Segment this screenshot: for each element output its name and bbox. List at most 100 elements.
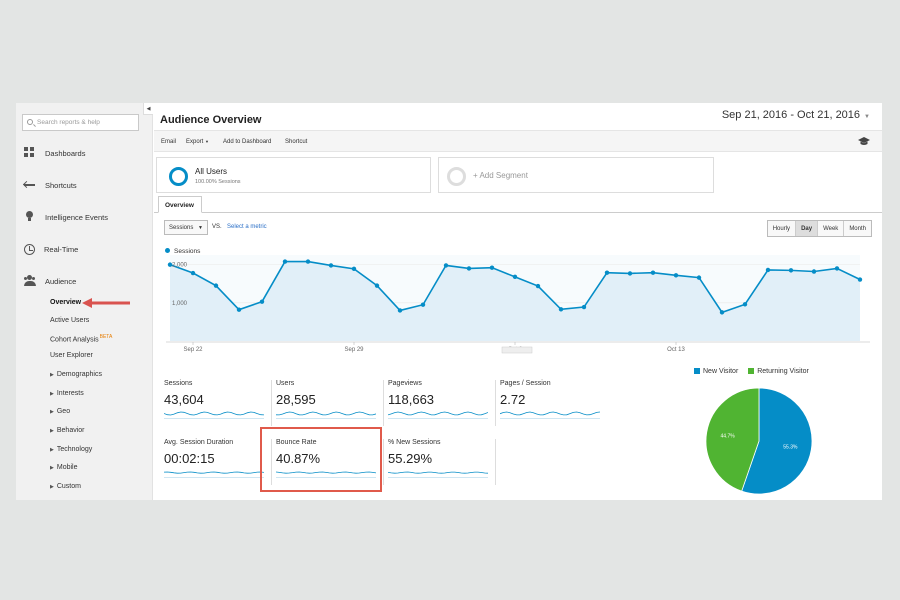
metric-pageviews[interactable]: Pageviews 118,663 — [388, 380, 496, 430]
data-point[interactable] — [190, 270, 196, 276]
sidebar-item-real-time[interactable]: Real-Time — [24, 243, 78, 255]
sidebar-sub-cohort-analysis[interactable]: Cohort AnalysisBETA — [50, 334, 112, 343]
period-week-button[interactable]: Week — [818, 221, 845, 236]
pie-legend: New Visitor Returning Visitor — [694, 368, 809, 375]
data-point[interactable] — [466, 266, 472, 271]
data-point[interactable] — [765, 267, 771, 273]
sidebar-item-dashboards[interactable]: Dashboards — [24, 147, 85, 159]
data-point[interactable] — [604, 270, 610, 275]
select-metric-link[interactable]: Select a metric — [227, 224, 267, 230]
export-button[interactable]: Export ▼ — [186, 139, 209, 145]
data-point[interactable] — [581, 304, 587, 310]
sidebar-sub-demographics[interactable]: ▶ Demographics — [50, 371, 102, 378]
sidebar-sub-geo[interactable]: ▶ Geo — [50, 408, 70, 415]
data-point[interactable] — [259, 299, 265, 304]
email-button[interactable]: Email — [161, 139, 177, 145]
sidebar-sub-technology[interactable]: ▶ Technology — [50, 446, 92, 453]
data-point[interactable] — [167, 262, 173, 267]
sidebar-sub-label: Interests — [56, 390, 84, 397]
data-point[interactable] — [696, 275, 702, 280]
data-point[interactable] — [374, 283, 380, 288]
tab-overview[interactable]: Overview — [158, 196, 202, 213]
search-input[interactable]: Search reports & help — [22, 114, 139, 131]
period-month-button[interactable]: Month — [844, 221, 871, 236]
metric-label: Sessions — [164, 380, 193, 387]
people-icon — [24, 275, 36, 287]
sidebar-sub-active-users[interactable]: Active Users — [50, 317, 90, 324]
beta-badge: BETA — [99, 334, 113, 340]
metric-users[interactable]: Users 28,595 — [276, 380, 384, 430]
data-point[interactable] — [719, 310, 725, 315]
metric-value: 2.72 — [500, 392, 526, 407]
segment-title: All Users — [195, 167, 228, 176]
main-panel: Audience Overview Sep 21, 2016 - Oct 21,… — [154, 103, 882, 500]
data-point[interactable] — [742, 302, 748, 307]
data-point[interactable] — [558, 307, 564, 312]
metric-new-sessions[interactable]: % New Sessions 55.29% — [388, 439, 496, 489]
legend-swatch-icon — [748, 368, 755, 374]
search-icon — [27, 119, 33, 125]
sidebar-item-audience[interactable]: Audience — [24, 275, 76, 287]
metric-pages-per-session[interactable]: Pages / Session 2.72 — [500, 380, 608, 430]
sidebar-item-intelligence-events[interactable]: Intelligence Events — [24, 211, 108, 223]
sidebar-sub-interests[interactable]: ▶ Interests — [50, 390, 84, 397]
data-point[interactable] — [236, 307, 242, 312]
chevron-down-icon: ▼ — [198, 225, 203, 231]
shortcut-arrow-icon — [24, 179, 36, 191]
period-hourly-button[interactable]: Hourly — [767, 221, 797, 236]
data-point[interactable] — [213, 283, 219, 288]
date-range-picker[interactable]: Sep 21, 2016 - Oct 21, 2016 ▼ — [722, 109, 870, 121]
metric-bounce-rate[interactable]: Bounce Rate 40.87% — [276, 439, 384, 489]
data-point[interactable] — [650, 270, 656, 275]
data-point[interactable] — [811, 269, 817, 274]
expand-triangle-icon: ▶ — [50, 428, 54, 434]
expand-triangle-icon: ▶ — [50, 484, 54, 490]
pie-slice-returning-visitor[interactable] — [705, 387, 760, 492]
metric-value: 43,604 — [164, 392, 204, 407]
expand-triangle-icon: ▶ — [50, 447, 54, 453]
data-point[interactable] — [328, 263, 334, 268]
add-segment-button[interactable]: + Add Segment — [438, 157, 714, 193]
data-point[interactable] — [673, 273, 679, 278]
add-to-dashboard-button[interactable]: Add to Dashboard — [223, 139, 272, 145]
sidebar-sub-label: Geo — [56, 408, 71, 415]
graduation-cap-icon[interactable] — [858, 137, 870, 146]
period-toggle: Hourly Day Week Month — [766, 220, 872, 237]
data-point[interactable] — [489, 265, 495, 270]
segment-all-users[interactable]: All Users 100.00% Sessions — [156, 157, 431, 193]
sidebar-sub-behavior[interactable]: ▶ Behavior — [50, 427, 85, 434]
data-point[interactable] — [627, 271, 633, 276]
chart-resize-handle[interactable] — [501, 346, 533, 354]
data-point[interactable] — [788, 268, 794, 273]
data-point[interactable] — [535, 283, 541, 289]
data-point[interactable] — [834, 266, 840, 271]
data-point[interactable] — [351, 266, 357, 272]
period-day-button[interactable]: Day — [796, 221, 819, 236]
data-point[interactable] — [305, 259, 311, 264]
metric-sessions[interactable]: Sessions 43,604 — [164, 380, 272, 430]
sidebar-item-shortcuts[interactable]: Shortcuts — [24, 179, 77, 191]
metric-avg-session-duration[interactable]: Avg. Session Duration 00:02:15 — [164, 439, 272, 489]
sidebar-sub-custom[interactable]: ▶ Custom — [50, 483, 81, 490]
sidebar-sub-overview[interactable]: Overview — [50, 299, 82, 306]
collapse-sidebar-button[interactable]: ◀ — [143, 103, 153, 115]
sidebar-sub-mobile[interactable]: ▶ Mobile — [50, 464, 77, 471]
data-point[interactable] — [282, 259, 288, 264]
metric-label: % New Sessions — [388, 439, 441, 446]
data-point[interactable] — [397, 308, 403, 313]
metric-divider — [271, 380, 272, 426]
sidebar-item-label: Real-Time — [44, 244, 79, 254]
expand-triangle-icon: ▶ — [50, 372, 54, 378]
data-point[interactable] — [420, 302, 426, 307]
data-point[interactable] — [512, 274, 518, 280]
data-point[interactable] — [443, 263, 449, 268]
legend-label: Sessions — [174, 248, 201, 255]
sidebar-sub-user-explorer[interactable]: User Explorer — [50, 352, 93, 359]
sparkline — [276, 411, 376, 419]
metric-select[interactable]: Sessions ▼ — [164, 220, 208, 235]
data-point[interactable] — [857, 277, 863, 282]
pie-slice-label: 44.7% — [721, 434, 736, 440]
shortcut-button[interactable]: Shortcut — [285, 139, 308, 145]
metric-select-value: Sessions — [169, 225, 194, 231]
